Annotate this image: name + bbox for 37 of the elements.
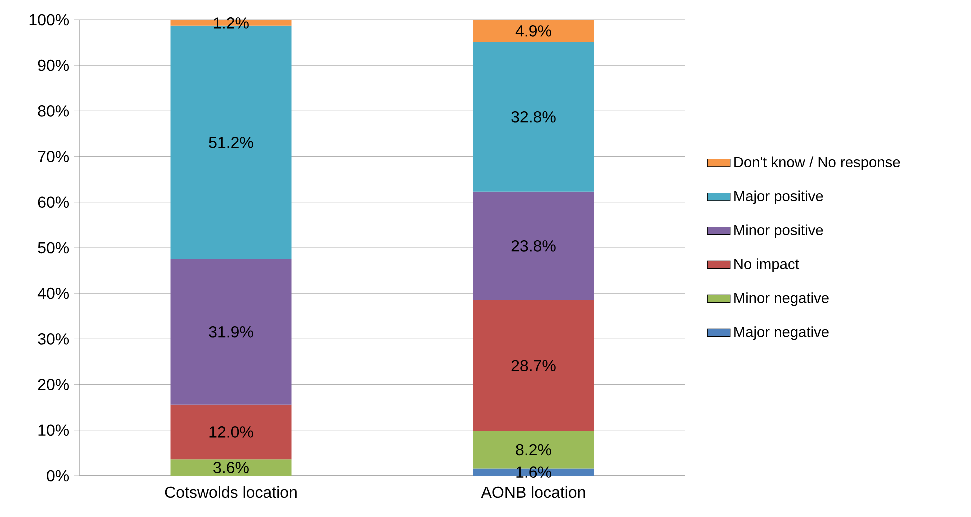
data-label: 23.8% xyxy=(512,240,556,252)
y-tick-label: 60% xyxy=(38,196,70,208)
data-label: 4.9% xyxy=(516,26,552,37)
x-tick-label: AONB location xyxy=(481,486,586,498)
bar xyxy=(170,259,292,405)
y-tick-label: 90% xyxy=(38,60,70,72)
data-label: 51.2% xyxy=(209,136,254,148)
y-tick-label: 10% xyxy=(38,424,70,436)
y-tick-label: 0% xyxy=(47,470,70,482)
bar xyxy=(170,404,292,460)
data-label: 1.6% xyxy=(516,466,552,478)
legend-label: Don't know / No response xyxy=(734,156,900,170)
y-tick-label: 40% xyxy=(38,288,70,300)
bar xyxy=(473,192,594,300)
legend-label: Minor positive xyxy=(734,224,824,238)
data-label: 32.8% xyxy=(512,111,556,123)
y-tick-label: 70% xyxy=(38,151,70,162)
y-tick-label: 30% xyxy=(38,334,70,345)
legend-label: No impact xyxy=(734,258,800,272)
data-label: 8.2% xyxy=(516,444,552,456)
data-label: 3.6% xyxy=(214,462,249,474)
y-tick-label: 80% xyxy=(38,106,70,117)
y-tick-label: 50% xyxy=(38,242,70,254)
legend-label: Major negative xyxy=(734,326,829,340)
data-label: 12.0% xyxy=(210,426,254,438)
legend-label: Major positive xyxy=(734,190,824,204)
bar xyxy=(473,468,594,476)
legend-label: Minor negative xyxy=(734,292,829,306)
bar xyxy=(170,460,292,476)
bar xyxy=(473,20,594,42)
bar xyxy=(473,42,594,192)
bar xyxy=(473,300,594,432)
data-label: 28.7% xyxy=(512,360,556,372)
y-tick-label: 20% xyxy=(38,379,70,390)
data-label: 31.9% xyxy=(209,326,254,338)
x-tick-label: Cotswolds location xyxy=(165,486,297,498)
y-tick-label: 100% xyxy=(30,14,70,26)
